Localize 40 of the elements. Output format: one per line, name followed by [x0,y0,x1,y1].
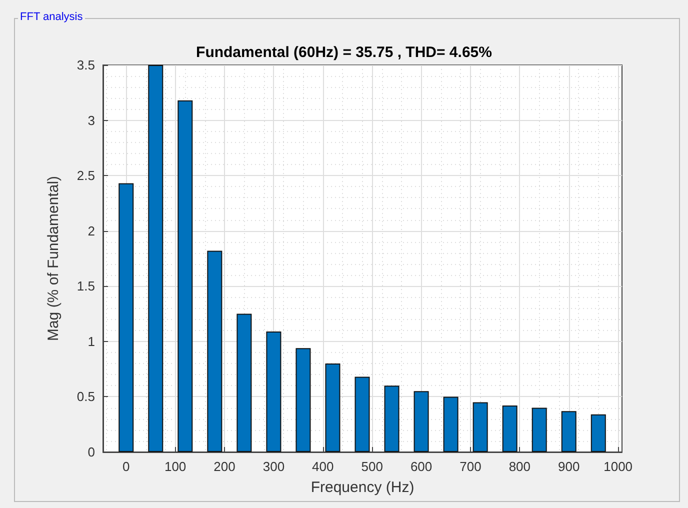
y-tick-label: 2 [88,223,95,238]
bar [532,408,547,452]
bar [207,250,222,452]
bar [384,386,400,452]
bar [325,364,340,452]
x-tick-label: 600 [410,459,432,474]
bar [502,406,518,452]
x-tick-label: 800 [508,459,531,474]
x-tick-label: 1000 [604,459,633,474]
x-tick-label: 200 [214,459,236,474]
chart-title: Fundamental (60Hz) = 35.75 , THD= 4.65% [196,44,492,61]
bar [236,314,252,452]
x-tick-label: 700 [460,459,482,474]
bar [561,411,576,452]
x-tick-label: 500 [361,459,383,474]
x-axis-title: Frequency (Hz) [310,479,414,496]
y-tick-label: 0 [88,444,95,460]
y-tick-label: 3 [88,112,95,128]
bar [178,100,193,452]
y-tick-label: 1.5 [76,278,95,294]
x-tick-label: 900 [558,459,580,474]
bar [296,348,311,452]
x-tick-label: 300 [262,459,285,474]
bar [148,65,164,452]
bar [472,402,488,452]
y-tick-label: 2.5 [76,168,95,184]
y-axis-title: Mag (% of Fundamental) [45,176,62,342]
bar [118,183,134,452]
x-tick-label: 100 [164,459,186,474]
bar [266,331,282,452]
bar [354,376,370,452]
bar [443,396,458,452]
bar [414,391,429,452]
bar [590,414,606,452]
y-tick-label: 0.5 [76,389,95,404]
y-tick-label: 1 [88,334,95,349]
text: FFT analysis [18,11,85,23]
y-tick-label: 3.5 [76,58,95,72]
x-tick-label: 0 [122,459,130,474]
x-tick-label: 400 [312,459,334,474]
